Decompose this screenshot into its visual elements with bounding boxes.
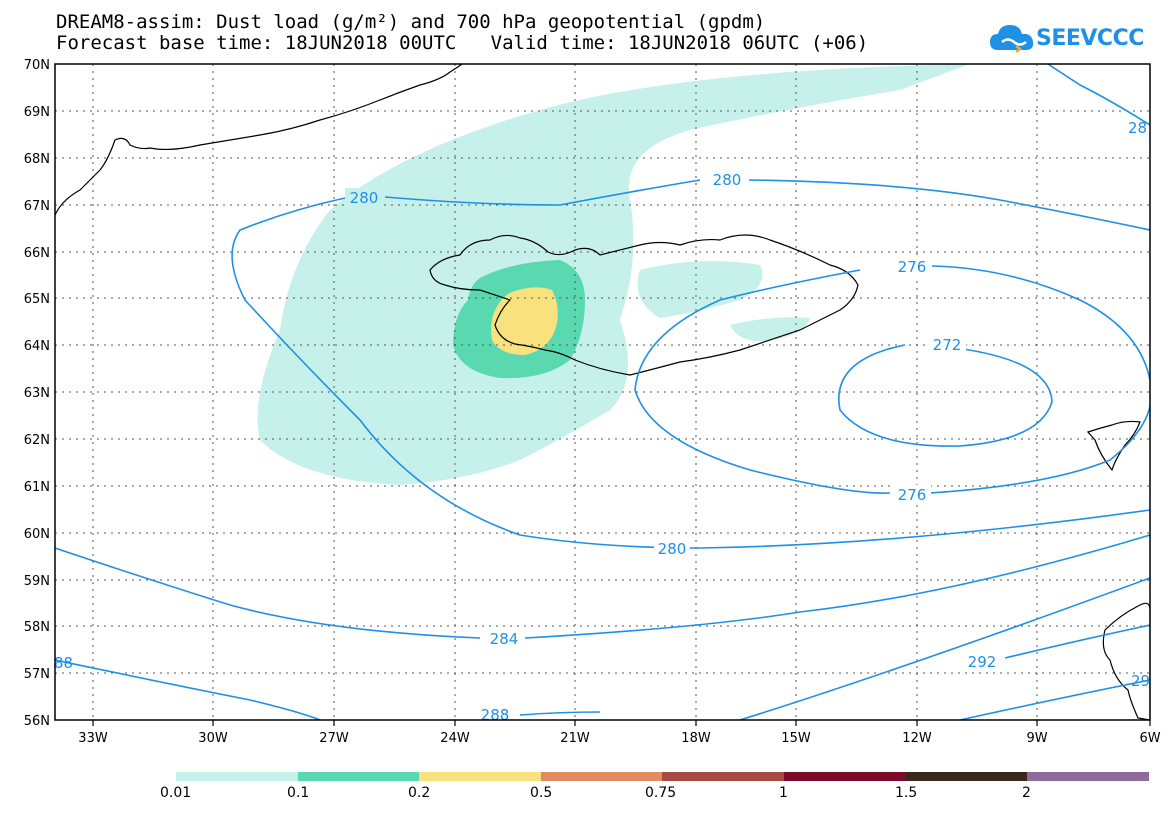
contour-label-292: 292 (968, 653, 997, 671)
lon-label: 15W (781, 731, 811, 746)
legend-label: 1.5 (895, 785, 918, 801)
contour-292-label-seg (1004, 624, 1150, 659)
legend-label: 1 (779, 785, 788, 801)
contour-292 (959, 679, 1150, 720)
legend-swatch (1027, 772, 1149, 781)
iceland-coast (429, 234, 859, 376)
lon-label: 27W (319, 731, 349, 746)
legend-label: 0.5 (530, 785, 553, 801)
contour-284 (55, 547, 481, 639)
legend-swatch (176, 772, 298, 781)
dust-area-low (257, 64, 970, 485)
lon-label: 24W (440, 731, 470, 746)
contour-label-276-top: 276 (898, 258, 927, 276)
legend-swatch (906, 772, 1027, 781)
tick-marks (92, 720, 1151, 726)
lat-label: 66N (24, 246, 50, 261)
lat-label: 62N (24, 433, 50, 448)
dust-area-low-east (637, 261, 763, 318)
contour-label-280-top: 280 (350, 189, 379, 207)
lat-label: 57N (24, 667, 50, 682)
legend-swatch (541, 772, 662, 781)
contour-label-28-edge: 28 (1128, 119, 1147, 137)
contour-288 (55, 659, 321, 720)
latitude-labels: 70N 69N 68N 67N 66N 65N 64N 63N 62N 61N … (24, 58, 50, 729)
legend-label: 0.2 (408, 785, 431, 801)
coastlines (55, 64, 1150, 720)
longitude-labels: 33W 30W 27W 24W 21W 18W 15W 12W 9W 6W (78, 731, 1160, 746)
cloud-icon (990, 25, 1034, 53)
lon-label: 6W (1139, 731, 1160, 746)
greenland-coast (55, 64, 463, 216)
dust-area-high (491, 287, 558, 355)
legend-label: 0.1 (287, 785, 310, 801)
contour-label-288-left: 88 (54, 654, 73, 672)
lat-label: 58N (24, 620, 50, 635)
geopotential-contours (55, 64, 1150, 720)
contour-276-east-b (929, 265, 1150, 494)
scotland-coast (1102, 602, 1150, 720)
lon-label: 9W (1026, 731, 1047, 746)
legend-label: 2 (1022, 785, 1031, 801)
contour-280-north-b (384, 179, 701, 206)
logo-text: SEEVCCC (1036, 26, 1144, 51)
faroe-islands (1086, 420, 1141, 472)
contour-276-east (634, 269, 891, 494)
contour-label-284: 284 (490, 630, 519, 648)
legend-colorbar (176, 772, 1149, 781)
legend-swatch (784, 772, 906, 781)
legend-swatch (662, 772, 784, 781)
contour-284-b (524, 534, 1150, 639)
map-title: DREAM8-assim: Dust load (g/m²) and 700 h… (56, 11, 766, 33)
contour-label-29-edge: 29 (1131, 672, 1150, 690)
contour-label-272: 272 (933, 336, 962, 354)
contour-288-b (739, 577, 1150, 720)
contour-label-288-bottom: 288 (481, 706, 510, 724)
contour-label-276-bottom: 276 (898, 486, 927, 504)
lat-label: 70N (24, 58, 50, 73)
contour-272-center (838, 344, 1053, 447)
legend-swatch (419, 772, 541, 781)
contour-280-north-c (747, 179, 1150, 231)
lat-label: 69N (24, 105, 50, 120)
lon-label: 30W (198, 731, 228, 746)
lat-label: 59N (24, 574, 50, 589)
lon-label: 21W (560, 731, 590, 746)
contour-label-280-right: 280 (713, 171, 742, 189)
lat-label: 64N (24, 339, 50, 354)
legend-swatch (298, 772, 419, 781)
lat-label: 63N (24, 386, 50, 401)
map-frame (54, 63, 1151, 721)
legend-label: 0.01 (160, 785, 192, 801)
lon-label: 12W (902, 731, 932, 746)
dust-area-low-southeast (730, 317, 810, 341)
contour-288-north (1047, 64, 1150, 126)
lon-label: 33W (78, 731, 108, 746)
contour-label-280-bottom: 280 (658, 540, 687, 558)
lon-label: 18W (681, 731, 711, 746)
lat-label: 56N (24, 714, 50, 729)
contour-288-bottom-seg (519, 711, 601, 716)
lat-label: 68N (24, 152, 50, 167)
legend-label: 0.75 (645, 785, 677, 801)
contour-280-north (231, 197, 1150, 549)
lat-label: 60N (24, 527, 50, 542)
lat-label: 67N (24, 199, 50, 214)
forecast-time-line: Forecast base time: 18JUN2018 00UTC Vali… (56, 32, 869, 54)
graticule (55, 64, 1150, 720)
seevccc-logo: SEEVCCC (988, 20, 1144, 60)
lat-label: 65N (24, 292, 50, 307)
lat-label: 61N (24, 480, 50, 495)
